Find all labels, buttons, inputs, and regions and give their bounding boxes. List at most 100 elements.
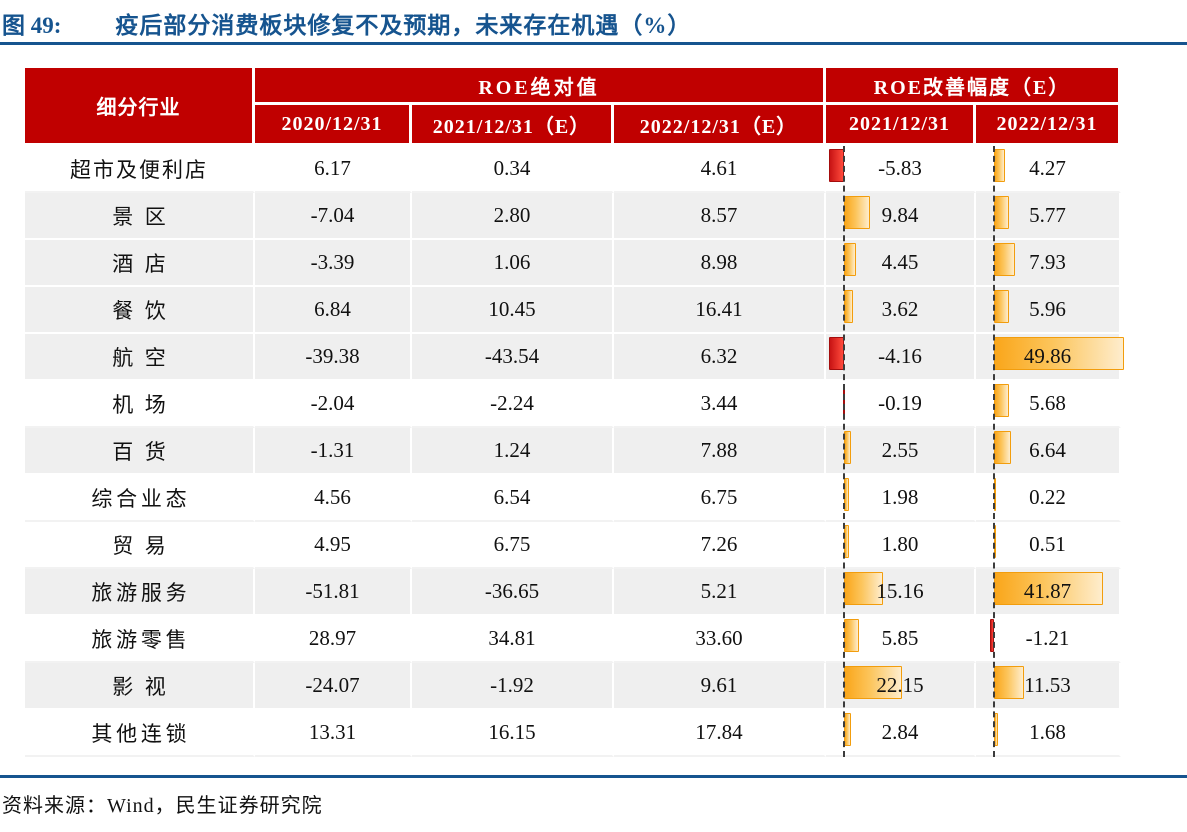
roe-2021e-value: -43.54 [412, 334, 614, 381]
industry-label: 超市及便利店 [25, 146, 255, 193]
roe-2021e-value: -1.92 [412, 663, 614, 710]
improvement-2021-cell: 1.80 [826, 522, 976, 569]
improvement-2022-value: 4.27 [1029, 156, 1066, 180]
roe-2021e-value: 6.75 [412, 522, 614, 569]
improvement-2021-value: 9.84 [881, 203, 919, 227]
figure-number: 图 49: [2, 13, 62, 38]
roe-2020-value: 6.84 [255, 287, 412, 334]
improvement-2022-cell: 6.64 [976, 428, 1121, 475]
improvement-2021-cell: 15.16 [826, 569, 976, 616]
roe-2022e-value: 9.61 [614, 663, 826, 710]
improvement-2022-cell: 5.68 [976, 381, 1121, 428]
improvement-2021-databar [844, 290, 854, 323]
group-header-roe-improvement: ROE改善幅度（E） [826, 68, 1121, 105]
improvement-2022-databar [994, 243, 1015, 276]
roe-2021e-value: 1.06 [412, 240, 614, 287]
improvement-2022-databar [994, 290, 1010, 323]
improvement-2022-value: -1.21 [1025, 626, 1070, 650]
roe-2020-value: -2.04 [255, 381, 412, 428]
industry-label: 百货 [25, 428, 255, 475]
improvement-2022-cell: 11.53 [976, 663, 1121, 710]
improvement-2021-value: 1.80 [881, 532, 919, 556]
improvement-2021-value: 5.85 [881, 626, 919, 650]
improvement-2021-value: 15.16 [876, 579, 924, 603]
improvement-2022-databar [994, 666, 1024, 699]
improvement-2021-databar [844, 619, 860, 652]
roe-table-wrap: 细分行业 ROE绝对值 ROE改善幅度（E） 2020/12/31 2021/1… [25, 68, 1187, 757]
industry-label: 旅游零售 [25, 616, 255, 663]
improvement-2022-cell: 5.77 [976, 193, 1121, 240]
improvement-2021-value: -5.83 [878, 156, 922, 180]
improvement-2021-cell: 5.85 [826, 616, 976, 663]
roe-2020-value: -1.31 [255, 428, 412, 475]
zero-axis-2021 [843, 146, 845, 757]
group-header-roe-absolute: ROE绝对值 [255, 68, 826, 105]
industry-label: 影视 [25, 663, 255, 710]
improvement-2022-value: 5.96 [1029, 297, 1066, 321]
roe-2020-value: 4.56 [255, 475, 412, 522]
industry-label: 航空 [25, 334, 255, 381]
figure-title-row: 图 49: 疫后部分消费板块修复不及预期，未来存在机遇（%） [0, 0, 1187, 38]
industry-label: 综合业态 [25, 475, 255, 522]
improvement-2021-cell: 2.55 [826, 428, 976, 475]
roe-2022e-value: 17.84 [614, 710, 826, 757]
roe-2021e-value: 0.34 [412, 146, 614, 193]
figure-title: 疫后部分消费板块修复不及预期，未来存在机遇（%） [115, 13, 692, 38]
roe-2020-value: 28.97 [255, 616, 412, 663]
improvement-2021-value: -4.16 [878, 344, 922, 368]
roe-2022e-value: 4.61 [614, 146, 826, 193]
footer-divider [0, 775, 1187, 778]
improvement-2022-cell: 0.51 [976, 522, 1121, 569]
roe-2022e-value: 3.44 [614, 381, 826, 428]
improvement-2021-value: 4.45 [881, 250, 919, 274]
improvement-2022-cell: 4.27 [976, 146, 1121, 193]
improvement-2022-cell: 7.93 [976, 240, 1121, 287]
improvement-2021-value: 2.84 [881, 720, 919, 744]
industry-label: 酒店 [25, 240, 255, 287]
roe-2020-value: -51.81 [255, 569, 412, 616]
improvement-2021-databar [844, 243, 856, 276]
subheader-2021-12-31-e: 2021/12/31（E） [412, 105, 614, 146]
roe-2021e-value: 2.80 [412, 193, 614, 240]
improvement-2021-cell: 9.84 [826, 193, 976, 240]
industry-label: 旅游服务 [25, 569, 255, 616]
improvement-2022-cell: 0.22 [976, 475, 1121, 522]
improvement-2021-cell: -5.83 [826, 146, 976, 193]
roe-2021e-value: -36.65 [412, 569, 614, 616]
roe-2020-value: -7.04 [255, 193, 412, 240]
industry-label: 景区 [25, 193, 255, 240]
roe-2020-value: -39.38 [255, 334, 412, 381]
roe-2020-value: 6.17 [255, 146, 412, 193]
improvement-2021-cell: -4.16 [826, 334, 976, 381]
improvement-2021-cell: 4.45 [826, 240, 976, 287]
roe-2022e-value: 7.88 [614, 428, 826, 475]
roe-2020-value: 4.95 [255, 522, 412, 569]
roe-2021e-value: 1.24 [412, 428, 614, 475]
improvement-2022-cell: 41.87 [976, 569, 1121, 616]
roe-2020-value: 13.31 [255, 710, 412, 757]
improvement-2021-databar [829, 337, 844, 370]
improvement-2021-databar [829, 149, 844, 182]
improvement-2022-value: 11.53 [1024, 673, 1071, 697]
improvement-2021-cell: 2.84 [826, 710, 976, 757]
improvement-2022-cell: 49.86 [976, 334, 1124, 381]
improvement-2021-value: 2.55 [881, 438, 919, 462]
industry-label: 机场 [25, 381, 255, 428]
subheader-2022-12-31-e: 2022/12/31（E） [614, 105, 826, 146]
roe-2022e-value: 6.32 [614, 334, 826, 381]
improvement-2021-value: 3.62 [881, 297, 919, 321]
improvement-2021-cell: 22.15 [826, 663, 976, 710]
improvement-2022-databar [994, 337, 1124, 370]
roe-2020-value: -3.39 [255, 240, 412, 287]
improvement-2022-databar [994, 431, 1012, 464]
improvement-2021-value: -0.19 [878, 391, 922, 415]
subheader-impr-2022-12-31: 2022/12/31 [976, 105, 1121, 146]
industry-label: 其他连锁 [25, 710, 255, 757]
improvement-2022-databar [994, 196, 1009, 229]
industry-label: 餐饮 [25, 287, 255, 334]
improvement-2021-databar [844, 713, 852, 746]
roe-2022e-value: 8.57 [614, 193, 826, 240]
improvement-2022-databar [994, 384, 1009, 417]
improvement-2021-value: 1.98 [881, 485, 919, 509]
